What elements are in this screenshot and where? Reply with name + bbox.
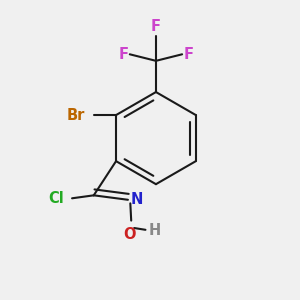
Text: Br: Br xyxy=(67,108,85,123)
Text: F: F xyxy=(151,19,161,34)
Text: Cl: Cl xyxy=(48,191,64,206)
Text: F: F xyxy=(118,47,128,62)
Text: N: N xyxy=(130,192,143,207)
Text: O: O xyxy=(123,226,136,242)
Text: H: H xyxy=(149,223,161,238)
Text: F: F xyxy=(184,47,194,62)
